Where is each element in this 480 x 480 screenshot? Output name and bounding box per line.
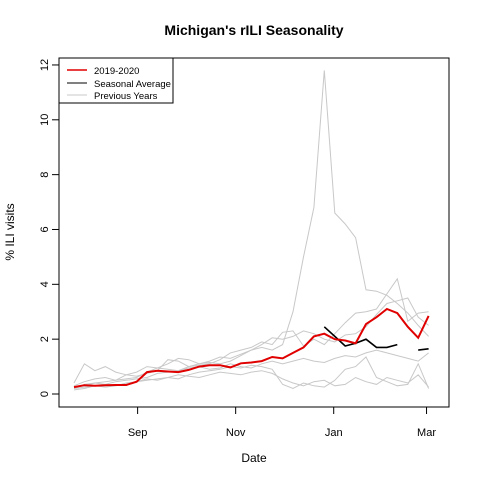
x-tick-label: Nov [226, 427, 246, 439]
y-tick-label: 6 [39, 226, 51, 232]
x-tick-label: Sep [128, 427, 148, 439]
current-season-line [73, 307, 430, 389]
y-tick-label: 0 [39, 391, 51, 397]
legend-label-seasonal-average: Seasonal Average [94, 79, 171, 90]
y-tick-label: 2 [39, 336, 51, 342]
x-tick-label: Jan [325, 427, 343, 439]
current-season-2019-2020 [73, 307, 430, 389]
y-axis: 0 2 4 6 8 10 12 [39, 59, 60, 397]
previous-years-lines [73, 70, 430, 391]
previous-year-line [73, 277, 429, 384]
seasonal-average-segment [418, 348, 429, 351]
y-tick-label: 12 [39, 59, 51, 71]
y-tick-label: 4 [39, 281, 51, 287]
plot-frame [58, 57, 450, 408]
previous-year-line [73, 349, 429, 389]
chart-title: Michigan's rILI Seasonality [164, 22, 343, 38]
y-tick-label: 8 [39, 172, 51, 178]
y-axis-label: % ILI visits [3, 203, 17, 260]
previous-year-line [73, 297, 429, 387]
x-axis-label: Date [241, 451, 267, 465]
y-tick-label: 10 [39, 114, 51, 126]
seasonal-average-segment [323, 326, 398, 349]
legend-label-previous-years: Previous Years [94, 91, 158, 102]
x-tick-label: Mar [417, 427, 436, 439]
previous-year-line [73, 70, 429, 388]
legend-label-2019-2020: 2019-2020 [94, 66, 139, 77]
seasonal-average-lines [323, 326, 429, 351]
legend: 2019-2020 Seasonal Average Previous Year… [58, 57, 174, 104]
x-axis: Sep Nov Jan Mar [128, 406, 436, 439]
